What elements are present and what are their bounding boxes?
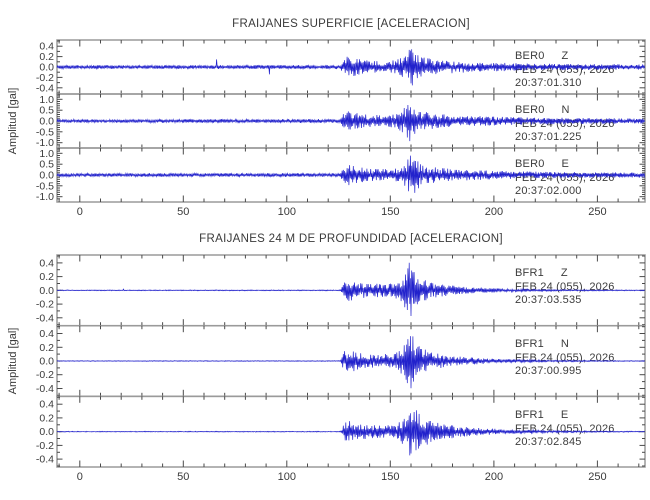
- trace-time: 20:37:03.535: [515, 294, 582, 306]
- svg-text:-1.0: -1.0: [36, 137, 54, 149]
- channel-code: Z: [561, 50, 569, 62]
- trace-time: 20:37:01.310: [515, 77, 582, 89]
- trace-label-bfr1-z: BFR1 Z FEB 24 (055), 2026 20:37:03.535: [515, 267, 647, 308]
- svg-text:50: 50: [177, 471, 189, 483]
- svg-text:0.4: 0.4: [39, 399, 54, 411]
- trace-date: FEB 24 (055), 2026: [515, 351, 615, 364]
- svg-text:-0.5: -0.5: [36, 180, 54, 192]
- svg-text:200: 200: [485, 471, 503, 483]
- svg-text:0.2: 0.2: [39, 271, 54, 283]
- svg-text:0.4: 0.4: [39, 328, 54, 340]
- trace-label-ber0-e: BER0 E FEB 24 (055), 2026 20:37:02.000: [515, 158, 647, 199]
- trace-date: FEB 24 (055), 2026: [515, 171, 615, 184]
- trace-date: FEB 24 (055), 2026: [515, 117, 615, 130]
- svg-text:0.2: 0.2: [39, 412, 54, 424]
- svg-text:150: 150: [381, 471, 399, 483]
- svg-text:1.0: 1.0: [39, 148, 54, 160]
- station-channel-line: BFR1 N: [515, 338, 647, 352]
- trace-label-ber0-n: BER0 N FEB 24 (055), 2026 20:37:01.225: [515, 104, 647, 145]
- svg-text:50: 50: [177, 206, 189, 218]
- trace-time: 20:37:00.995: [515, 365, 582, 377]
- top-panel-title: FRAIJANES SUPERFICIE [ACELERACION]: [232, 18, 470, 30]
- svg-text:0.5: 0.5: [39, 159, 54, 171]
- svg-text:0.2: 0.2: [39, 51, 54, 63]
- svg-text:-1.0: -1.0: [36, 191, 54, 203]
- station-code: BER0: [515, 50, 545, 62]
- svg-text:-0.4: -0.4: [36, 82, 54, 94]
- svg-text:0.0: 0.0: [39, 285, 54, 297]
- channel-code: E: [560, 409, 569, 421]
- svg-text:150: 150: [381, 206, 399, 218]
- station-channel-line: BER0 Z: [515, 50, 647, 64]
- svg-text:100: 100: [278, 206, 296, 218]
- trace-label-bfr1-e: BFR1 E FEB 24 (055), 2026 20:37:02.845: [515, 409, 647, 450]
- svg-text:-0.4: -0.4: [36, 383, 54, 395]
- svg-text:0.4: 0.4: [39, 257, 54, 269]
- svg-text:200: 200: [485, 206, 503, 218]
- station-code: BER0: [515, 158, 545, 170]
- station-channel-line: BER0 N: [515, 104, 647, 118]
- channel-code: N: [560, 338, 570, 350]
- trace-date: FEB 24 (055), 2026: [515, 280, 615, 293]
- svg-text:0.0: 0.0: [39, 426, 54, 438]
- svg-text:0: 0: [77, 206, 83, 218]
- trace-date: FEB 24 (055), 2026: [515, 63, 615, 76]
- svg-text:250: 250: [588, 471, 606, 483]
- svg-text:-0.2: -0.2: [36, 369, 54, 381]
- svg-text:-0.2: -0.2: [36, 440, 54, 452]
- station-code: BFR1: [515, 338, 544, 350]
- svg-text:100: 100: [278, 471, 296, 483]
- svg-text:0: 0: [77, 471, 83, 483]
- svg-text:0.0: 0.0: [39, 356, 54, 368]
- station-channel-line: BFR1 E: [515, 409, 647, 423]
- station-code: BER0: [515, 104, 545, 116]
- channel-code: Z: [560, 267, 568, 279]
- svg-text:-0.2: -0.2: [36, 72, 54, 84]
- channel-code: N: [561, 104, 570, 116]
- svg-text:-0.4: -0.4: [36, 312, 54, 324]
- svg-text:-0.2: -0.2: [36, 299, 54, 311]
- station-code: BFR1: [515, 267, 544, 279]
- svg-text:1.0: 1.0: [39, 94, 54, 106]
- svg-text:250: 250: [588, 206, 606, 218]
- channel-code: E: [561, 158, 570, 170]
- svg-text:0.0: 0.0: [39, 116, 54, 128]
- station-channel-line: BFR1 Z: [515, 267, 647, 281]
- trace-time: 20:37:01.225: [515, 131, 582, 143]
- top-panel-y-axis-label: Amplitud [gal]: [7, 87, 19, 155]
- station-channel-line: BER0 E: [515, 158, 647, 172]
- svg-text:0.0: 0.0: [39, 62, 54, 74]
- svg-text:0.5: 0.5: [39, 105, 54, 117]
- svg-text:-0.4: -0.4: [36, 454, 54, 466]
- svg-text:0.4: 0.4: [39, 41, 54, 53]
- bottom-panel-title: FRAIJANES 24 M DE PROFUNDIDAD [ACELERACI…: [199, 233, 503, 245]
- trace-time: 20:37:02.845: [515, 436, 582, 448]
- trace-label-ber0-z: BER0 Z FEB 24 (055), 2026 20:37:01.310: [515, 50, 647, 91]
- station-code: BFR1: [515, 409, 544, 421]
- trace-label-bfr1-n: BFR1 N FEB 24 (055), 2026 20:37:00.995: [515, 338, 647, 379]
- trace-time: 20:37:02.000: [515, 185, 582, 197]
- svg-text:0.2: 0.2: [39, 342, 54, 354]
- svg-text:-0.5: -0.5: [36, 126, 54, 138]
- svg-text:0.0: 0.0: [39, 170, 54, 182]
- trace-date: FEB 24 (055), 2026: [515, 422, 615, 435]
- bottom-panel-y-axis-label: Amplitud [gal]: [7, 327, 19, 395]
